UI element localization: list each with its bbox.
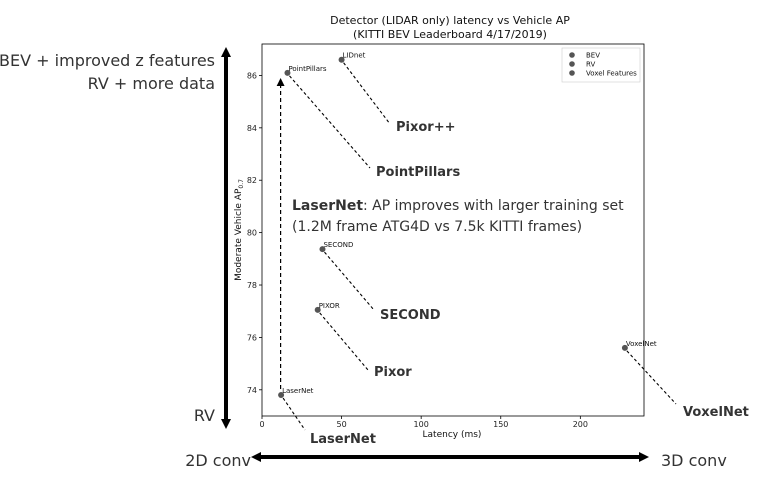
x-tick-label-150: 150: [493, 420, 508, 429]
data-point-second: [319, 246, 326, 253]
y-tick-label-78: 78: [247, 281, 257, 290]
data-point-lasernet: [278, 392, 285, 399]
callout-label-pixor: Pixor: [374, 365, 412, 380]
data-point-pixor: [314, 306, 321, 313]
chart-subtitle: (KITTI BEV Leaderboard 4/17/2019): [353, 28, 547, 41]
callout-label-second: SECOND: [380, 308, 441, 323]
callout-line-voxelnet: [626, 350, 677, 405]
data-point-lidnet: [338, 56, 345, 63]
y-axis-ticks: 74 76 78 80 82 84 86: [247, 71, 262, 395]
x-axis-label: Latency (ms): [423, 430, 482, 440]
x-tick-label-200: 200: [573, 420, 588, 429]
bottom-label-3d-conv: 3D conv: [661, 451, 727, 470]
bottom-label-2d-conv: 2D conv: [185, 451, 251, 470]
data-points: LaserNet PIXOR SECOND PointPillars LIDnet Vox…: [278, 52, 657, 399]
legend-marker-voxel-features: [569, 70, 575, 76]
left-label-rv: RV: [194, 406, 215, 425]
legend-marker-rv: [569, 61, 575, 67]
legend-label-bev: BEV: [586, 52, 600, 60]
callout-line-pointpillars: [289, 75, 371, 169]
legend-label-voxel-features: Voxel Features: [586, 70, 637, 78]
callout-label-lasernet: LaserNet: [310, 432, 376, 447]
x-axis-ticks: 0 50 100 150 200: [259, 416, 588, 429]
plot-area: [261, 43, 645, 417]
callout-label-voxelnet: VoxelNet: [683, 405, 749, 420]
lasernet-annotation-line2: (1.2M frame ATG4D vs 7.5k KITTI frames): [292, 219, 582, 235]
chart-title: Detector (LIDAR only) latency vs Vehicle…: [330, 14, 570, 27]
callout-line-pixor: [343, 62, 391, 125]
y-tick-label-76: 76: [247, 333, 257, 342]
callout-line-lasernet: [282, 397, 306, 431]
callout-line-pixor: [319, 312, 369, 371]
y-tick-label-82: 82: [247, 176, 257, 185]
left-label-bev: BEV + improved z features: [0, 51, 215, 70]
x-tick-label-0: 0: [259, 420, 264, 429]
y-axis-label: Moderate Vehicle AP0.7: [234, 179, 245, 281]
data-point-label-pixor: PIXOR: [319, 302, 340, 310]
data-point-label-lasernet: LaserNet: [282, 387, 314, 395]
data-point-label-pointpillars: PointPillars: [288, 65, 326, 73]
data-point-label-voxelnet: VoxelNet: [626, 340, 657, 348]
legend-marker-bev: [569, 52, 575, 58]
callout-line-second: [324, 251, 375, 311]
lasernet-annotation-rest: : AP improves with larger training set: [363, 198, 624, 214]
lasernet-annotation-line1: LaserNet: AP improves with larger traini…: [292, 198, 624, 214]
y-tick-label-74: 74: [247, 386, 257, 395]
x-tick-label-100: 100: [414, 420, 429, 429]
legend: BEV RV Voxel Features: [561, 47, 641, 83]
data-point-label-second: SECOND: [323, 241, 353, 249]
data-point-label-lidnet: LIDnet: [343, 52, 366, 60]
callouts: Pixor++ PointPillars SECOND Pixor LaserNet Vo…: [282, 62, 749, 447]
legend-label-rv: RV: [586, 61, 595, 69]
callout-label-pointpillars: PointPillars: [376, 165, 460, 180]
callout-label-pixor: Pixor++: [396, 120, 456, 135]
y-axis-label-subscript: 0.7: [238, 179, 245, 189]
y-tick-label-86: 86: [247, 71, 257, 80]
lasernet-annotation-bold: LaserNet: [292, 198, 363, 214]
data-point-voxelnet: [621, 344, 628, 351]
y-tick-label-80: 80: [247, 229, 257, 238]
data-point-pointpillars: [284, 69, 291, 76]
y-tick-label-84: 84: [247, 124, 257, 133]
x-tick-label-50: 50: [336, 420, 346, 429]
left-label-rv-more-data: RV + more data: [88, 74, 215, 93]
legend-box: [561, 47, 641, 83]
